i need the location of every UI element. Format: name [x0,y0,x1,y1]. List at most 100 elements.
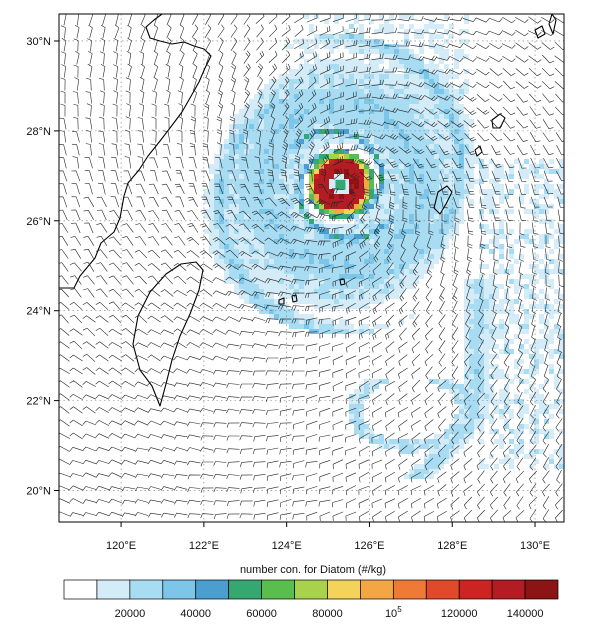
concentration-cell [379,439,384,444]
concentration-cell [349,189,354,194]
concentration-cell [344,149,349,154]
concentration-cell [449,69,454,74]
concentration-cell [234,224,239,229]
concentration-cell [319,234,324,239]
wind-barb [147,394,162,400]
concentration-cell [474,324,479,329]
concentration-cell [489,389,494,394]
wind-barb [82,499,97,504]
concentration-cell [324,34,329,39]
concentration-cell [434,124,439,129]
concentration-cell [479,314,484,319]
wind-barb [371,15,385,21]
wind-barb [239,383,253,389]
concentration-cell [324,294,329,299]
concentration-cell [274,174,279,179]
concentration-cell [419,159,424,164]
wind-barb [373,223,381,237]
concentration-cell [409,144,414,149]
concentration-cell [359,39,364,44]
concentration-cell [344,244,349,249]
concentration-cell [504,299,509,304]
concentration-cell [229,259,234,264]
wind-barb [173,421,188,426]
wind-barb [137,143,145,156]
wind-barb [147,315,161,323]
concentration-cell [459,144,464,149]
concentration-cell [369,244,374,249]
concentration-cell [339,124,344,129]
concentration-cell [439,79,444,84]
concentration-cell [359,304,364,309]
wind-barb [410,485,422,496]
concentration-cell [299,314,304,319]
concentration-cell [369,379,374,384]
wind-barb [410,498,421,509]
wind-barb [147,459,162,465]
concentration-cell [299,74,304,79]
wind-barb [384,54,398,60]
concentration-cell [249,234,254,239]
concentration-cell [299,129,304,134]
concentration-cell [249,134,254,139]
wind-barb [545,287,551,301]
concentration-cell [379,324,384,329]
concentration-cell [504,409,509,414]
concentration-cell [329,294,334,299]
concentration-cell [509,379,514,384]
concentration-cell [354,84,359,89]
concentration-cell [479,369,484,374]
concentration-cell [344,279,349,284]
wind-barb [425,340,433,354]
concentration-cell [359,104,364,109]
concentration-cell [439,239,444,244]
concentration-cell [434,469,439,474]
wind-barb [160,355,175,361]
concentration-cell [514,159,519,164]
wind-barb [545,274,551,288]
concentration-cell [349,129,354,134]
concentration-cell [214,224,219,229]
concentration-cell [279,109,284,114]
wind-barb [463,432,473,445]
concentration-cell [249,184,254,189]
concentration-cell [524,159,529,164]
concentration-cell [484,194,489,199]
wind-barb [331,265,344,273]
wind-barb [440,248,446,263]
wind-barb [503,353,511,367]
concentration-cell [259,259,264,264]
concentration-cell [274,179,279,184]
concentration-cell [399,199,404,204]
concentration-cell [444,114,449,119]
concentration-cell [459,174,464,179]
concentration-cell [264,114,269,119]
concentration-cell [344,139,349,144]
concentration-cell [279,299,284,304]
concentration-cell [489,419,494,424]
concentration-cell [269,289,274,294]
wind-barb [173,302,187,310]
concentration-cell [459,204,464,209]
concentration-cell [279,194,284,199]
concentration-cell [339,244,344,249]
concentration-cell [419,109,424,114]
concentration-cell [394,169,399,174]
concentration-cell [549,354,554,359]
concentration-cell [319,224,324,229]
concentration-cell [394,224,399,229]
concentration-cell [459,164,464,169]
wind-barb [320,141,330,154]
wind-barb [332,78,344,88]
concentration-cell [444,119,449,124]
wind-barb [401,222,407,237]
concentration-cell [294,239,299,244]
wind-barb [453,183,461,196]
concentration-cell [429,64,434,69]
wind-barb [504,196,514,208]
concentration-cell [439,84,444,89]
wind-barb [305,305,318,311]
concentration-cell [439,154,444,159]
concentration-cell [344,174,349,179]
wind-barb [70,222,81,234]
